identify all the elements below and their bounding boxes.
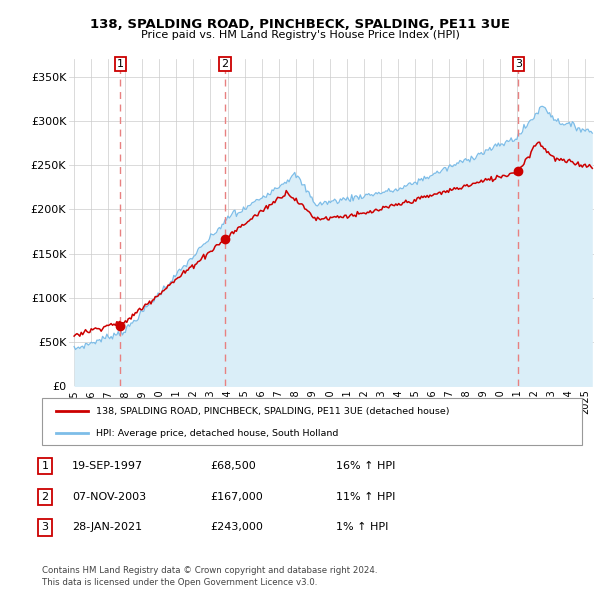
Text: £243,000: £243,000	[210, 523, 263, 532]
Text: 1% ↑ HPI: 1% ↑ HPI	[336, 523, 388, 532]
Text: Contains HM Land Registry data © Crown copyright and database right 2024.
This d: Contains HM Land Registry data © Crown c…	[42, 566, 377, 587]
Text: £68,500: £68,500	[210, 461, 256, 471]
Text: 11% ↑ HPI: 11% ↑ HPI	[336, 492, 395, 502]
Text: 2: 2	[221, 59, 229, 69]
FancyBboxPatch shape	[42, 398, 582, 445]
Text: 138, SPALDING ROAD, PINCHBECK, SPALDING, PE11 3UE (detached house): 138, SPALDING ROAD, PINCHBECK, SPALDING,…	[96, 407, 449, 416]
Text: 19-SEP-1997: 19-SEP-1997	[72, 461, 143, 471]
Text: Price paid vs. HM Land Registry's House Price Index (HPI): Price paid vs. HM Land Registry's House …	[140, 30, 460, 40]
Text: HPI: Average price, detached house, South Holland: HPI: Average price, detached house, Sout…	[96, 429, 338, 438]
Text: £167,000: £167,000	[210, 492, 263, 502]
Text: 1: 1	[41, 461, 49, 471]
Text: 2: 2	[41, 492, 49, 502]
Text: 3: 3	[41, 523, 49, 532]
Text: 1: 1	[117, 59, 124, 69]
Text: 138, SPALDING ROAD, PINCHBECK, SPALDING, PE11 3UE: 138, SPALDING ROAD, PINCHBECK, SPALDING,…	[90, 18, 510, 31]
Text: 07-NOV-2003: 07-NOV-2003	[72, 492, 146, 502]
Text: 16% ↑ HPI: 16% ↑ HPI	[336, 461, 395, 471]
Text: 3: 3	[515, 59, 522, 69]
Text: 28-JAN-2021: 28-JAN-2021	[72, 523, 142, 532]
